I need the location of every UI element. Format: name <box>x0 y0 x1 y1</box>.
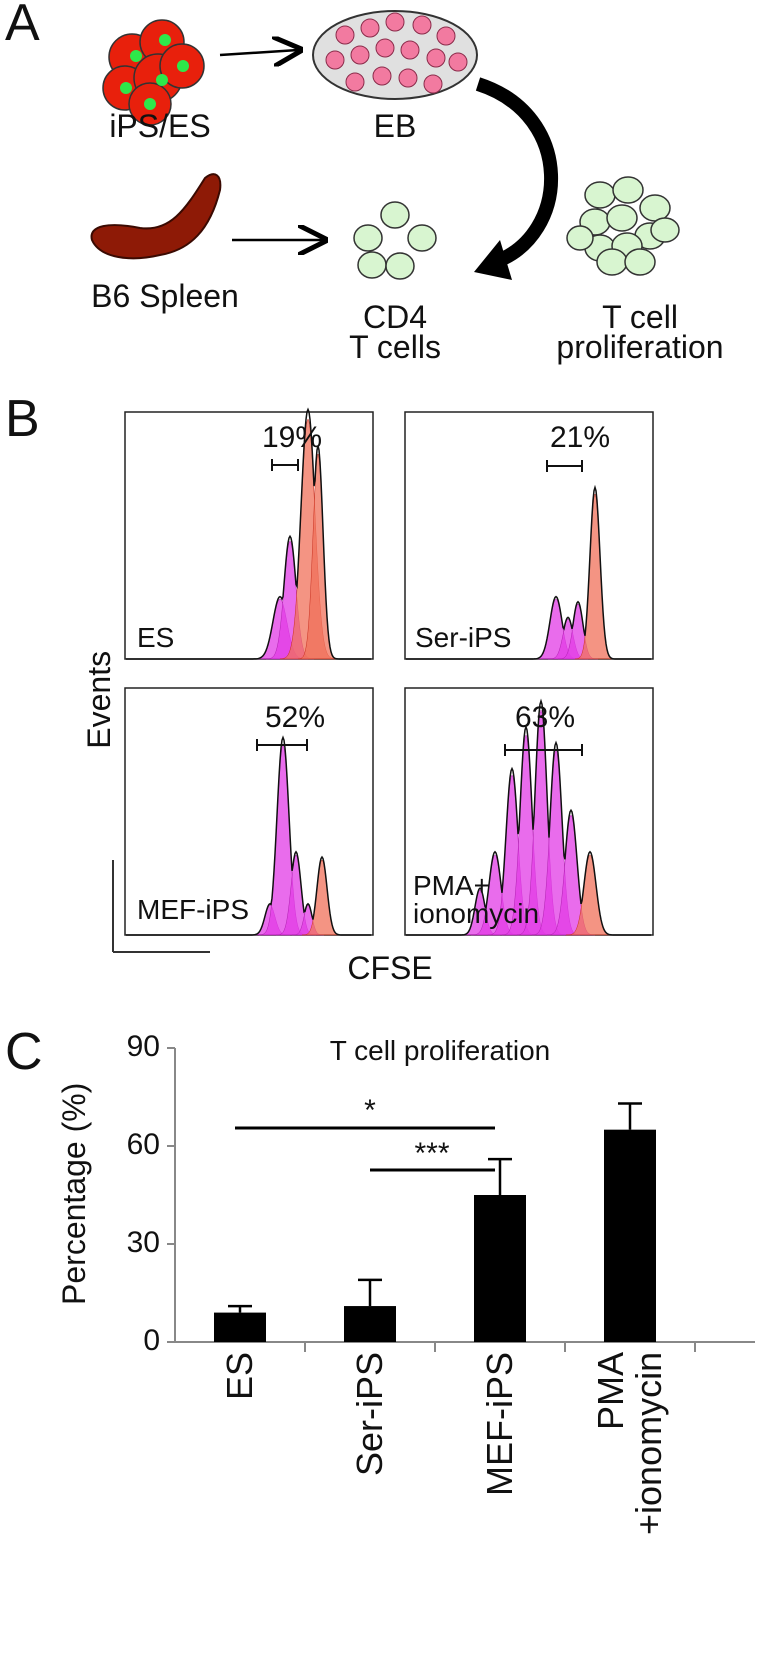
panel-label: A <box>5 0 40 52</box>
plot-label: PMA+ ionomycin <box>413 870 540 929</box>
histogram-frame <box>124 411 374 660</box>
node-label: T cell proliferation <box>556 299 724 365</box>
plot-label: Ser-iPS <box>415 622 512 653</box>
gate-percent: 19% <box>261 421 323 454</box>
gate-percent: 52% <box>264 701 326 734</box>
gate-percent: 21% <box>549 421 611 454</box>
y-axis-label: Events <box>81 650 118 749</box>
y-tick-label: 30 <box>126 1226 160 1259</box>
x-tick-label: MEF-iPS <box>479 1352 521 1496</box>
histogram-frame <box>404 411 654 660</box>
x-tick-label: PMA +ionomycin <box>590 1352 669 1536</box>
node-label: CD4 T cells <box>349 299 441 365</box>
plot-label: MEF-iPS <box>137 894 249 925</box>
panel-label: B <box>5 390 40 448</box>
y-tick-label: 60 <box>126 1128 160 1161</box>
x-tick-label: Ser-iPS <box>349 1352 391 1477</box>
spleen <box>90 173 222 260</box>
panel-label: C <box>5 1023 43 1081</box>
bar <box>214 1312 266 1342</box>
gate-percent: 63% <box>514 701 576 734</box>
plot-label: ES <box>137 622 175 653</box>
bar <box>344 1306 396 1342</box>
x-tick-label-box: Ser-iPS <box>300 1352 440 1652</box>
x-tick-label-box: MEF-iPS <box>430 1352 570 1652</box>
curved-arrow <box>475 77 558 269</box>
histogram-outline <box>406 698 651 936</box>
node-label: B6 Spleen <box>91 278 239 314</box>
node-label: iPS/ES <box>109 108 211 144</box>
x-tick-label-box: PMA +ionomycin <box>560 1352 700 1652</box>
histogram-outline <box>406 484 651 660</box>
node-label: EB <box>373 108 417 144</box>
histogram-outline <box>126 407 371 660</box>
y-tick-label: 90 <box>126 1030 160 1063</box>
ips-cluster <box>102 19 205 126</box>
bar <box>604 1129 656 1342</box>
y-axis-label: Percentage (%) <box>56 1082 93 1305</box>
bar <box>474 1195 526 1342</box>
proliferating-cells <box>566 176 680 276</box>
arrow-head <box>474 240 512 280</box>
significance-label: * <box>364 1094 376 1127</box>
x-axis-label: CFSE <box>347 950 433 986</box>
arrow <box>219 50 298 55</box>
y-tick-label: 0 <box>143 1324 160 1357</box>
bar-chart <box>167 1047 755 1352</box>
histogram-frame <box>124 687 374 936</box>
histogram-outline <box>126 735 371 936</box>
x-tick-label: ES <box>219 1352 261 1401</box>
histograms <box>124 407 654 936</box>
x-tick-label-box: ES <box>170 1352 310 1652</box>
chart-title: T cell proliferation <box>329 1035 551 1066</box>
cd4-cells <box>353 201 437 280</box>
eb <box>312 10 478 100</box>
significance-label: *** <box>414 1137 450 1170</box>
